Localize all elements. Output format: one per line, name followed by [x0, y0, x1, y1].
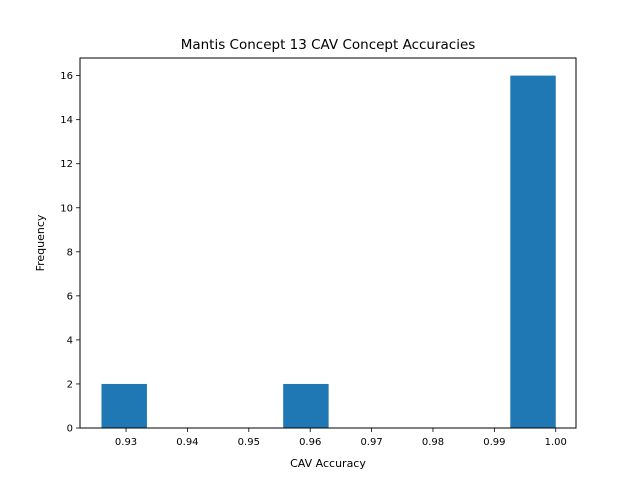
x-tick-label: 0.94	[176, 437, 198, 448]
histogram-bar-4	[283, 383, 329, 428]
y-tick-label: 14	[60, 115, 73, 126]
y-axis-label: Frequency	[34, 214, 47, 271]
y-tick-label: 16	[60, 71, 73, 82]
y-tick-label: 4	[67, 335, 73, 346]
y-tick-label: 8	[67, 247, 73, 258]
y-tick-label: 0	[67, 424, 73, 435]
chart-title: Mantis Concept 13 CAV Concept Accuracies	[181, 37, 476, 53]
histogram-bar-9	[510, 75, 556, 429]
y-tick-label: 2	[67, 379, 73, 390]
y-tick-label: 6	[67, 291, 73, 302]
bars-group	[101, 75, 556, 429]
x-axis-ticks: 0.93 0.94 0.95 0.96 0.97 0.98 0.99 1.00	[115, 428, 567, 448]
x-tick-label: 0.98	[422, 437, 444, 448]
x-tick-label: 0.97	[360, 437, 382, 448]
histogram-bar-0	[101, 383, 147, 428]
x-tick-label: 0.96	[299, 437, 321, 448]
x-axis-label: CAV Accuracy	[290, 457, 366, 470]
axes-frame	[79, 57, 577, 429]
y-tick-label: 10	[60, 203, 73, 214]
x-tick-label: 0.99	[483, 437, 505, 448]
y-tick-label: 12	[60, 159, 73, 170]
x-tick-label: 0.95	[238, 437, 260, 448]
x-tick-label: 0.93	[115, 437, 137, 448]
x-tick-label: 1.00	[545, 437, 567, 448]
y-axis-ticks: 0 2 4 6 8 10 12 14 16	[60, 71, 80, 435]
